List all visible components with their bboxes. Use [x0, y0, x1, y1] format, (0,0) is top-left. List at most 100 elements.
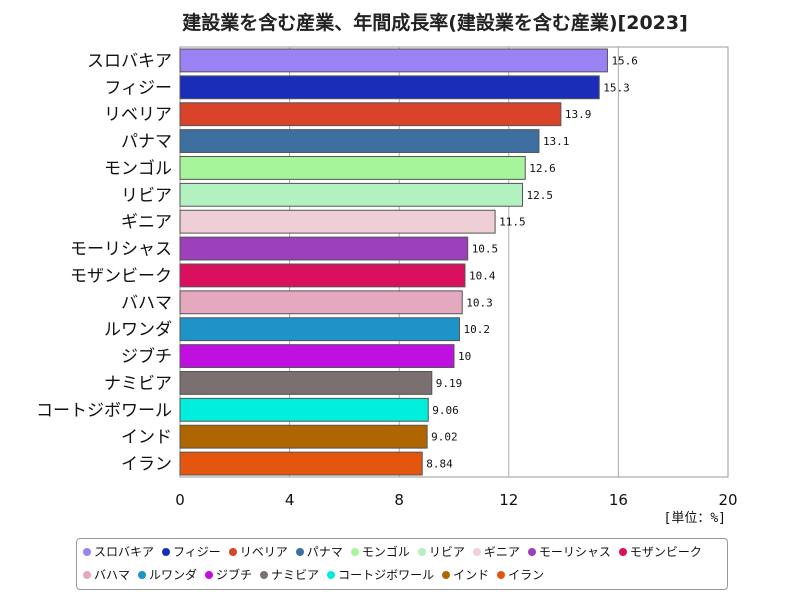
- data-label: 10.5: [472, 243, 499, 256]
- legend-item: パナマ: [295, 543, 343, 560]
- bar: [179, 344, 455, 368]
- bar: [179, 48, 608, 73]
- data-label: 13.9: [565, 108, 592, 121]
- category-label: リビア: [121, 186, 172, 206]
- unit-label: [単位：%]: [664, 510, 726, 526]
- legend-marker: [442, 570, 451, 579]
- bar: [179, 236, 469, 261]
- legend-item: ナミビア: [260, 566, 319, 583]
- legend-label: リビア: [428, 545, 465, 559]
- data-label: 10.4: [469, 269, 496, 282]
- bars: [179, 48, 608, 476]
- legend-marker: [417, 547, 426, 556]
- legend-label: モンゴル: [361, 545, 410, 559]
- legend-label: ギニア: [483, 545, 520, 559]
- legend-marker: [260, 570, 269, 579]
- legend-label: モザンビーク: [629, 545, 702, 559]
- category-label: ルワンダ: [104, 320, 172, 340]
- legend-label: パナマ: [306, 545, 343, 559]
- category-label: インド: [121, 428, 172, 448]
- x-tick-label: 20: [718, 491, 737, 509]
- bar: [179, 290, 463, 315]
- legend-marker: [205, 570, 214, 579]
- data-label: 12.5: [527, 189, 554, 202]
- legend-marker: [162, 547, 171, 556]
- category-label: モーリシャス: [70, 240, 172, 260]
- bar: [179, 209, 496, 234]
- legend-marker: [618, 547, 627, 556]
- legend-marker: [497, 570, 506, 579]
- x-tick-label: 4: [285, 491, 295, 509]
- bar: [179, 102, 562, 127]
- data-label: 10.3: [466, 296, 493, 309]
- bar: [179, 317, 460, 342]
- legend-label: イラン: [508, 568, 545, 582]
- x-tick-label: 16: [609, 491, 628, 509]
- category-label: コートジボワール: [36, 401, 172, 421]
- data-label: 10.2: [463, 323, 490, 336]
- bar: [179, 156, 526, 180]
- bar-chart: スロバキアフィジーリベリアパナマモンゴルリビアギニアモーリシャスモザンビークバハ…: [36, 46, 738, 526]
- legend-item: モーリシャス: [527, 543, 611, 560]
- bar: [179, 129, 540, 153]
- category-label: ナミビア: [104, 374, 172, 394]
- legend-label: モーリシャス: [538, 545, 611, 559]
- bar: [179, 451, 423, 476]
- data-label: 15.6: [611, 54, 638, 67]
- category-label: バハマ: [121, 293, 172, 313]
- data-label: 9.06: [432, 404, 459, 417]
- data-label: 9.02: [431, 431, 458, 444]
- legend-item: フィジー: [162, 543, 221, 560]
- legend-marker: [295, 547, 304, 556]
- category-label: フィジー: [104, 78, 172, 98]
- category-label: パナマ: [121, 132, 172, 152]
- legend-marker: [527, 547, 536, 556]
- x-tick-label: 12: [499, 491, 518, 509]
- data-label: 13.1: [543, 135, 570, 148]
- bar: [179, 75, 600, 100]
- category-label: モンゴル: [104, 158, 172, 179]
- category-label: ジブチ: [121, 346, 172, 367]
- legend-marker: [83, 570, 91, 579]
- data-label: 15.3: [603, 81, 630, 94]
- value-labels: 15.6 15.3 13.9 13.1 12.6 12.5 11.5 10.5 10.4 10.3…: [426, 54, 638, 470]
- legend-item: リビア: [417, 543, 465, 560]
- legend-marker: [472, 547, 481, 556]
- bar: [179, 182, 523, 207]
- legend-item: ルワンダ: [138, 566, 197, 583]
- category-label: リベリア: [104, 105, 172, 125]
- category-label: モザンビーク: [70, 266, 172, 286]
- legend-label: コートジボワール: [338, 568, 435, 582]
- legend-marker: [138, 570, 147, 579]
- legend-marker: [228, 547, 237, 556]
- legend-item: リベリア: [228, 543, 288, 560]
- legend-item: モンゴル: [350, 543, 410, 560]
- data-label: 8.84: [426, 458, 453, 471]
- category-label: イラン: [121, 455, 172, 475]
- category-label: スロバキア: [87, 51, 172, 71]
- data-label: 12.6: [529, 162, 556, 175]
- legend-item: バハマ: [83, 566, 130, 583]
- legend: スロバキア フィジー リベリア パナマ モンゴル リビア ギニア モーリシャス モザンビークバハ…: [76, 538, 728, 590]
- x-tick-labels: 0 4 8 12 16 20: [175, 491, 737, 509]
- data-label: 9.19: [436, 377, 463, 390]
- legend-item: モザンビーク: [618, 543, 702, 560]
- bar: [179, 371, 433, 395]
- legend-label: フィジー: [173, 545, 221, 559]
- legend-label: ジブチ: [216, 568, 253, 582]
- category-label: ギニア: [121, 213, 172, 233]
- legend-label: バハマ: [94, 568, 131, 582]
- legend-marker: [83, 547, 91, 556]
- bar: [179, 424, 428, 449]
- legend-item: イラン: [497, 566, 544, 583]
- legend-label: インド: [453, 568, 490, 582]
- legend-item: スロバキア: [83, 543, 154, 560]
- category-labels: スロバキアフィジーリベリアパナマモンゴルリビアギニアモーリシャスモザンビークバハ…: [36, 51, 172, 474]
- data-label: 10: [458, 350, 471, 363]
- legend-marker: [350, 547, 359, 556]
- legend-label: リベリア: [239, 545, 288, 559]
- x-tick-label: 8: [394, 491, 404, 509]
- bar: [179, 263, 466, 288]
- legend-item: ギニア: [472, 543, 520, 560]
- data-label: 11.5: [499, 216, 525, 229]
